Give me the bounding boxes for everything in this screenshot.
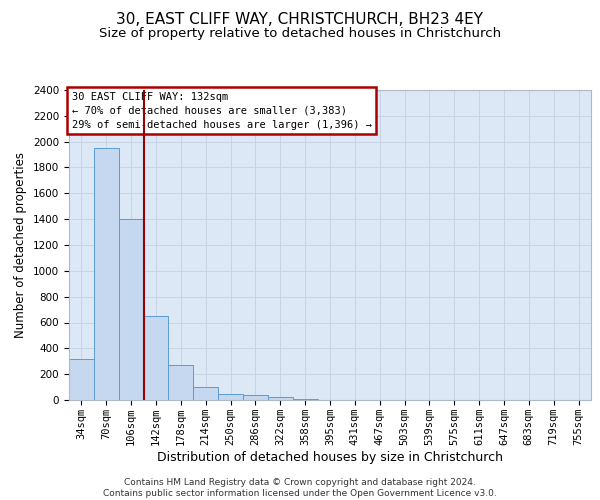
Bar [268, 398, 293, 400]
Y-axis label: Number of detached properties: Number of detached properties [14, 152, 28, 338]
Bar [143, 316, 169, 400]
Bar [218, 394, 243, 400]
Bar [94, 148, 119, 400]
Text: 30 EAST CLIFF WAY: 132sqm
← 70% of detached houses are smaller (3,383)
29% of se: 30 EAST CLIFF WAY: 132sqm ← 70% of detac… [71, 92, 371, 130]
Bar [293, 398, 317, 400]
Text: 30, EAST CLIFF WAY, CHRISTCHURCH, BH23 4EY: 30, EAST CLIFF WAY, CHRISTCHURCH, BH23 4… [116, 12, 484, 28]
Bar [69, 358, 94, 400]
Bar [243, 396, 268, 400]
Text: Contains HM Land Registry data © Crown copyright and database right 2024.
Contai: Contains HM Land Registry data © Crown c… [103, 478, 497, 498]
X-axis label: Distribution of detached houses by size in Christchurch: Distribution of detached houses by size … [157, 450, 503, 464]
Bar [169, 365, 193, 400]
Bar [119, 219, 143, 400]
Text: Size of property relative to detached houses in Christchurch: Size of property relative to detached ho… [99, 28, 501, 40]
Bar [193, 387, 218, 400]
